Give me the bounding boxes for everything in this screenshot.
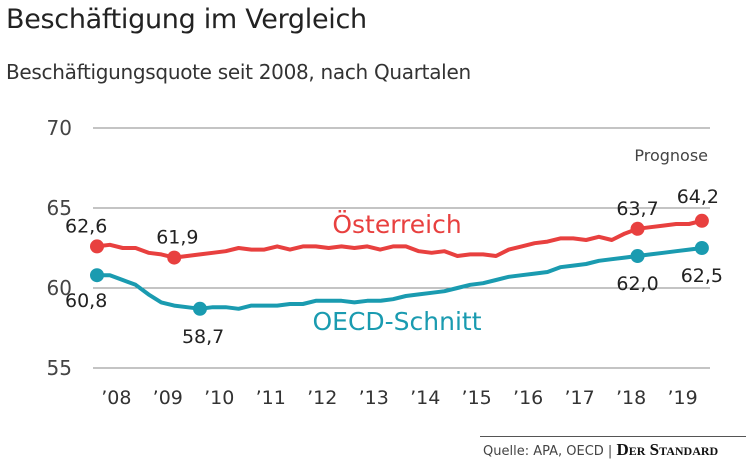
data-point-marker <box>630 221 645 236</box>
source-note: Quelle: APA, OECD | Der Standard <box>483 440 718 460</box>
y-tick-label: 60 <box>47 276 72 300</box>
x-tick-label: ’08 <box>101 387 131 409</box>
series-label: OECD-Schnitt <box>312 307 481 336</box>
x-tick-label: ’19 <box>667 387 697 409</box>
x-tick-label: ’16 <box>513 387 543 409</box>
series-label: Österreich <box>332 210 461 239</box>
y-tick-label: 55 <box>47 356 72 380</box>
x-tick-label: ’17 <box>565 387 595 409</box>
prognose-annotation: Prognose <box>634 146 708 165</box>
y-tick-label: 65 <box>47 196 72 220</box>
y-tick-label: 70 <box>47 116 72 140</box>
source-text: Quelle: APA, OECD | <box>483 444 613 459</box>
data-label: 63,7 <box>616 198 658 220</box>
x-tick-label: ’12 <box>307 387 337 409</box>
x-tick-label: ’13 <box>359 387 389 409</box>
brand-logo: Der Standard <box>616 440 719 459</box>
data-point-marker <box>694 213 709 228</box>
footer-divider <box>480 436 746 437</box>
data-label: 62,0 <box>616 273 658 295</box>
chart-title: Beschäftigung im Vergleich <box>6 4 367 35</box>
data-point-marker <box>90 239 104 254</box>
data-label: 61,9 <box>156 227 198 249</box>
x-tick-label: ’11 <box>256 387 286 409</box>
data-point-marker <box>167 250 182 265</box>
x-tick-label: ’14 <box>410 387 440 409</box>
x-tick-label: ’10 <box>204 387 234 409</box>
data-label: 62,5 <box>681 265 723 287</box>
x-tick-label: ’18 <box>616 387 646 409</box>
data-label: 62,6 <box>65 215 107 237</box>
data-point-marker <box>192 301 207 316</box>
x-tick-label: ’09 <box>153 387 183 409</box>
data-label: 64,2 <box>677 186 719 208</box>
series-line-austria <box>96 218 703 260</box>
chart-subtitle: Beschäftigungsquote seit 2008, nach Quar… <box>6 60 471 84</box>
data-point-marker <box>630 249 645 263</box>
data-label: 60,8 <box>65 290 107 312</box>
x-tick-label: ’15 <box>462 387 492 409</box>
data-label: 58,7 <box>182 326 224 348</box>
data-point-marker <box>694 241 709 255</box>
data-point-marker <box>90 268 104 283</box>
